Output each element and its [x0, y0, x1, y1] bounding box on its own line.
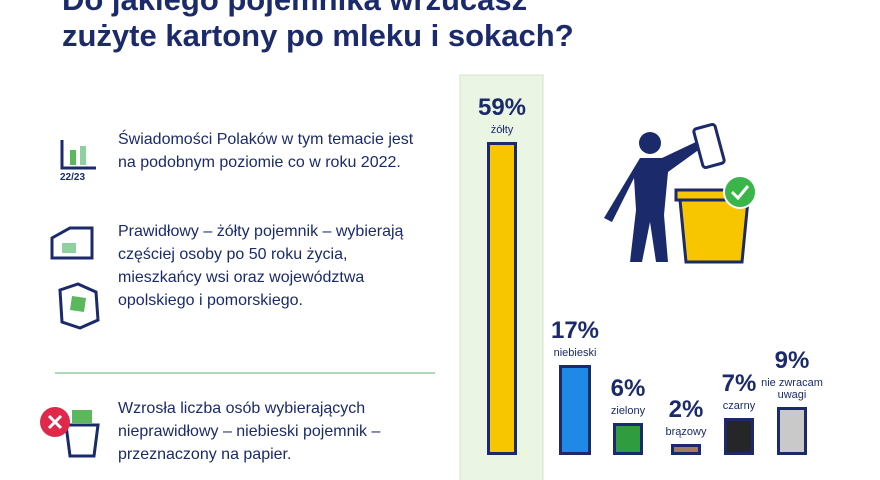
bar — [724, 417, 754, 455]
value-label: 59% — [477, 94, 527, 122]
bar-label: 7% czarny — [699, 370, 779, 412]
category-label: niebieski — [553, 346, 597, 359]
bar — [613, 423, 643, 455]
bar-label: 59% żółty — [462, 94, 542, 136]
value-label: 17% — [550, 316, 600, 344]
category-label: żółty — [490, 124, 514, 137]
value-label: 2% — [668, 396, 704, 424]
title-line: Do jakiego pojemnika wrzucasz — [62, 0, 527, 18]
house-icon — [50, 226, 94, 260]
bar-label: 2% brązowy — [646, 396, 726, 438]
bar-label: 9% nie zwracam uwagi — [752, 347, 832, 401]
chart-icon — [60, 140, 96, 170]
category-label: zielony — [610, 405, 646, 418]
value-label: 9% — [774, 347, 810, 375]
note: Świadomości Polaków w tym temacie jest n… — [118, 131, 414, 171]
note: Prawidłowy – żółty pojemnik – wybierają … — [118, 223, 404, 309]
category-label: czarny — [722, 399, 756, 412]
note: Wzrosła liczba osób wybierających niepra… — [118, 400, 381, 463]
map-icon — [58, 282, 100, 330]
value-label: 6% — [610, 375, 646, 403]
bar — [777, 407, 807, 455]
value-label: 7% — [721, 369, 757, 397]
icon-label: 22/23 — [60, 172, 86, 183]
category-label: nie zwracam uwagi — [761, 377, 823, 402]
bar-label: 17% niebieski — [535, 317, 615, 359]
title-line: zużyte kartony po mleku i sokach? — [62, 18, 574, 53]
person-bin-illustration — [604, 123, 757, 264]
wrong-bin-icon — [40, 407, 100, 458]
bar — [559, 364, 591, 455]
bar — [487, 142, 517, 455]
category-label: brązowy — [665, 426, 707, 439]
bar — [671, 444, 701, 455]
bar-label: 6% zielony — [588, 375, 668, 417]
